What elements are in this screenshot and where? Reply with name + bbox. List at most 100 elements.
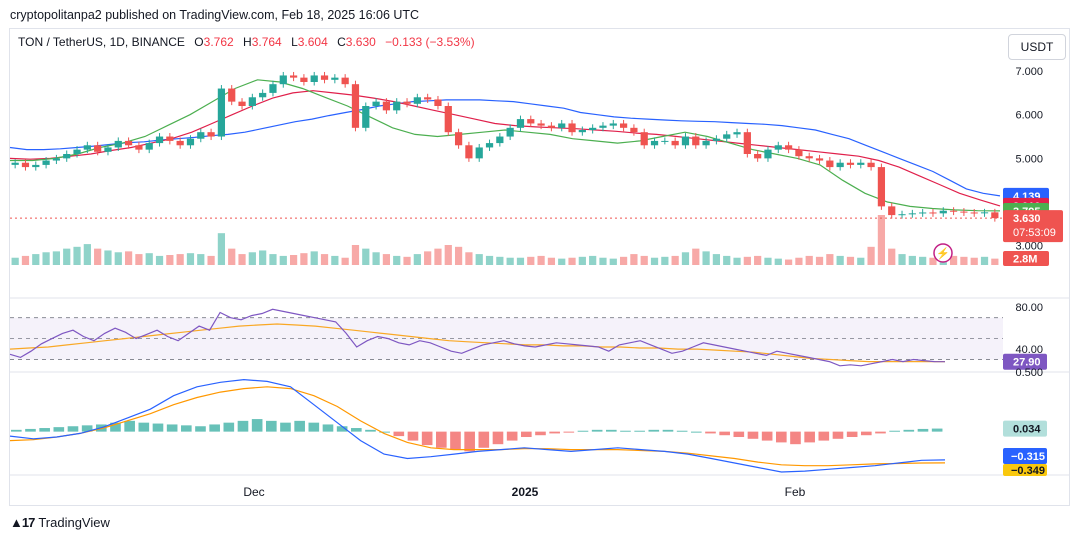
candle-body [279,75,287,85]
candle-body [382,101,391,111]
candle-body [630,127,638,133]
volume-tag [1003,251,1049,266]
volume-bar [949,255,958,265]
candle-body [681,136,690,146]
macd-histogram-bar [421,431,433,446]
macd-line [9,378,946,473]
candle-body [248,97,256,106]
candle-body [434,99,442,106]
rsi-axis-tick: 40.00 [1015,344,1043,356]
volume-bar [764,257,772,265]
macd-histogram-bar [81,425,93,432]
candle-body [723,134,731,139]
macd-value-tag [1003,448,1047,464]
candle-body [939,210,947,214]
volume-bar [155,255,164,265]
macd-histogram-bar [846,431,858,438]
macd-histogram-tag-label: 0.034 [1013,424,1041,436]
volume-bar [640,255,648,265]
volume-bar [898,254,906,265]
macd-histogram-bar [620,430,631,432]
candle-body [289,75,298,78]
volume-bar [661,256,669,265]
macd-histogram-bar [379,431,390,433]
candle-body [568,123,576,133]
volume-bar [991,258,999,265]
macd-histogram-bar [563,431,575,433]
candle-body [269,84,277,93]
macd-histogram-bar [11,429,22,432]
candle-body [640,132,648,146]
chart-frame [9,28,1070,506]
close-value: 3.630 [345,35,376,49]
candle-body [63,154,71,159]
volume-bar [11,257,19,265]
macd-histogram-bar [294,420,305,432]
candle-body [599,125,607,128]
volume-bar [341,257,349,265]
symbol-label[interactable]: TON / TetherUS, 1D, BINANCE [18,35,185,49]
volume-bar [135,254,143,265]
macd-histogram-bar [875,431,886,434]
candle-body [485,143,494,148]
signal-line [9,386,946,467]
candle-body [558,123,566,128]
volume-bar [351,245,360,265]
candle-body [970,212,978,214]
rsi-line [9,308,946,367]
volume-bar [145,253,153,265]
candle-body [403,101,411,104]
candle-body [754,154,762,159]
candle-body [114,140,122,148]
volume-bar [320,254,329,265]
candle-body [743,132,751,154]
candle-body [888,206,896,216]
candle-body [32,164,40,168]
macd-histogram-bar [648,429,660,432]
volume-bar [124,251,133,265]
candle-body [94,145,102,152]
candle-body [857,162,865,165]
candle-body [795,149,803,157]
candle-body [73,149,81,154]
macd-histogram-bar [776,431,787,443]
volume-bar [929,257,937,265]
candle-body [805,156,813,159]
candle-body [217,88,226,137]
macd-histogram-bar [166,424,178,432]
rsi-value-tag-label: 27.90 [1013,357,1041,369]
macd-histogram-bar [308,422,320,432]
volume-bar [114,252,122,265]
macd-histogram-bar [53,427,65,432]
volume-bar [52,251,61,265]
volume-bar [836,255,844,265]
volume-bar [919,256,927,265]
candle-body [238,101,246,106]
volume-bar [475,254,483,265]
volume-bar [289,255,298,265]
volume-bar [692,248,700,265]
macd-histogram-bar [521,431,532,438]
macd-histogram-tag [1003,420,1047,437]
candle-body [372,101,380,106]
macd-histogram-bar [577,430,589,432]
macd-histogram-bar [506,431,518,441]
macd-histogram-bar [931,428,943,432]
volume-bar [248,252,256,265]
volume-bar [867,246,875,265]
currency-unit-button[interactable]: USDT [1008,34,1066,60]
volume-bar [21,255,30,265]
macd-histogram-bar [138,422,150,432]
candle-body [774,145,782,150]
candle-body [475,147,483,159]
macd-histogram-bar [195,426,206,432]
macd-histogram-bar [903,429,915,432]
candle-body [784,145,793,150]
low-label: L [291,35,298,49]
volume-bar [795,257,803,265]
candle-body [609,123,617,126]
volume-bar [743,256,751,265]
macd-histogram-bar [591,429,603,432]
volume-bar [197,254,205,265]
